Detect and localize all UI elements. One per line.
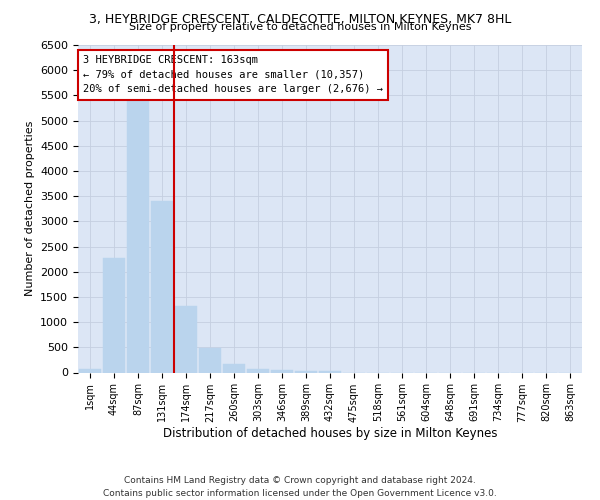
Text: Size of property relative to detached houses in Milton Keynes: Size of property relative to detached ho… (129, 22, 471, 32)
Bar (271, 370, 293, 372)
Bar (247, 368, 269, 372)
Text: 3, HEYBRIDGE CRESCENT, CALDECOTTE, MILTON KEYNES, MK7 8HL: 3, HEYBRIDGE CRESCENT, CALDECOTTE, MILTO… (89, 12, 511, 26)
Text: Contains HM Land Registry data © Crown copyright and database right 2024.
Contai: Contains HM Land Registry data © Crown c… (103, 476, 497, 498)
Bar (175, 306, 197, 372)
X-axis label: Distribution of detached houses by size in Milton Keynes: Distribution of detached houses by size … (163, 428, 497, 440)
Y-axis label: Number of detached properties: Number of detached properties (25, 121, 35, 296)
Bar (151, 201, 173, 372)
Bar (295, 371, 317, 372)
Bar (199, 348, 221, 372)
Bar (79, 368, 101, 372)
Bar (223, 364, 245, 372)
Bar (127, 98, 149, 372)
Text: 3 HEYBRIDGE CRESCENT: 163sqm
← 79% of detached houses are smaller (10,357)
20% o: 3 HEYBRIDGE CRESCENT: 163sqm ← 79% of de… (83, 55, 383, 94)
Bar (103, 258, 125, 372)
